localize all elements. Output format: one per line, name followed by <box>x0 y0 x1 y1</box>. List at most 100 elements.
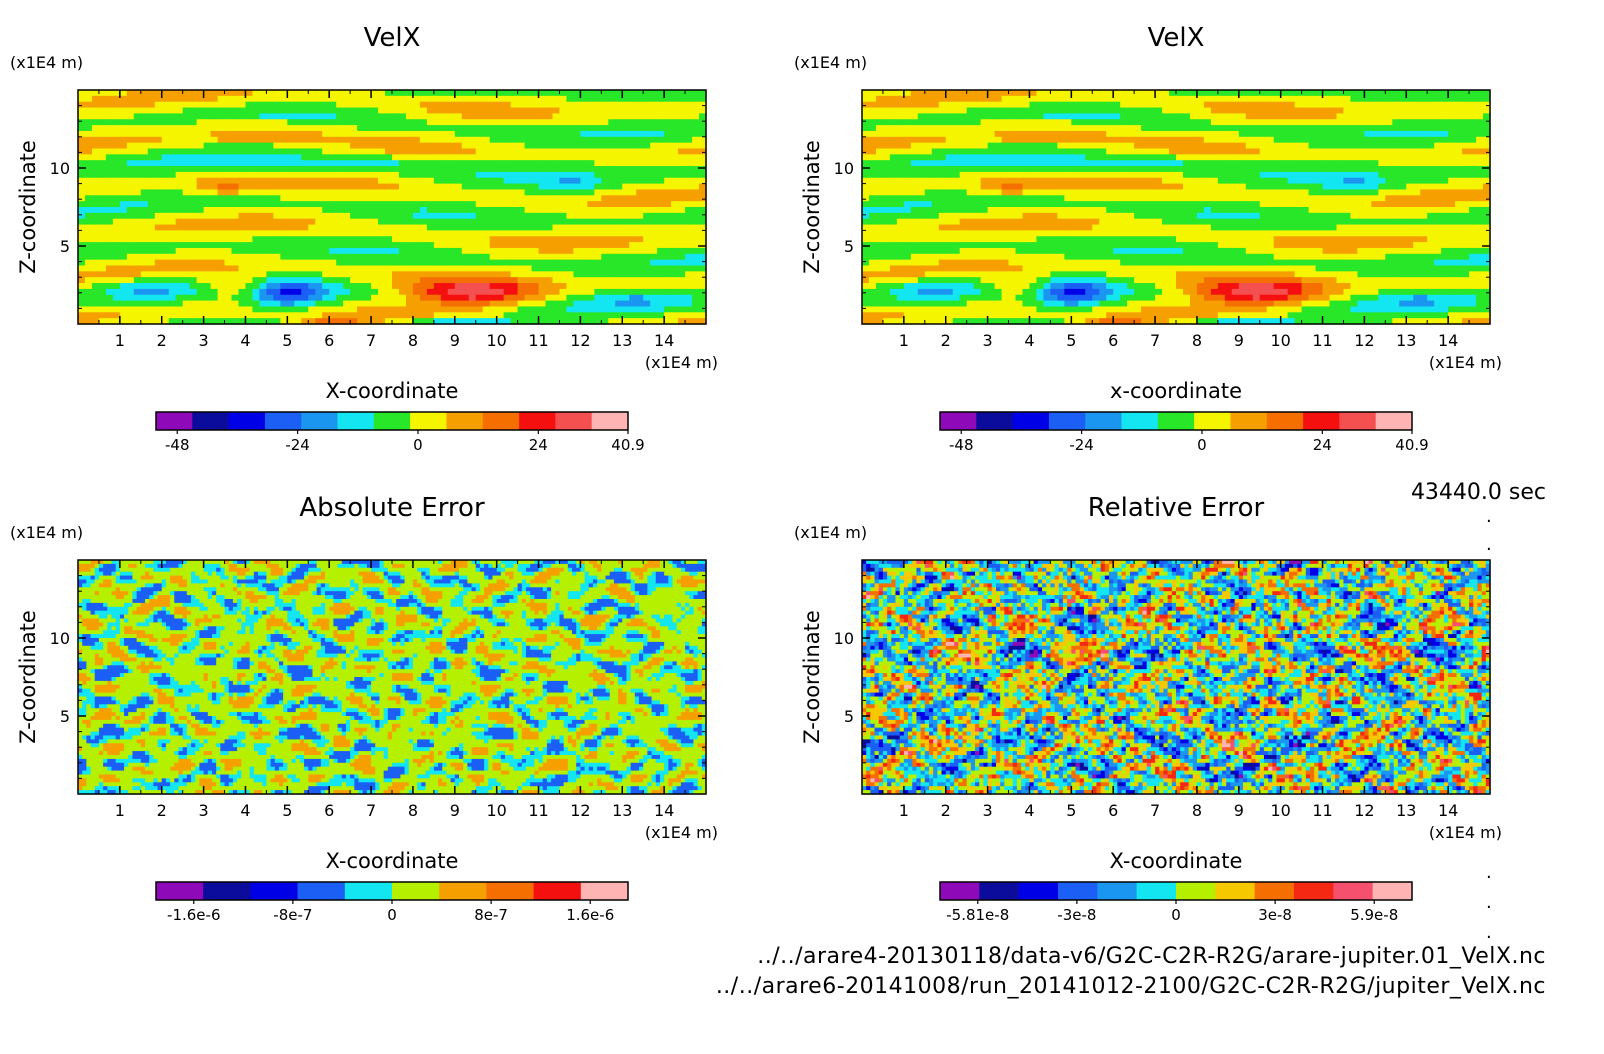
heatmap-cell <box>78 218 86 226</box>
heatmap-cell <box>175 119 184 126</box>
heatmap-cell <box>1315 113 1324 120</box>
heatmap-cell <box>357 212 365 220</box>
heatmap-cell <box>1196 90 1205 97</box>
heatmap-cell <box>189 119 198 126</box>
heatmap-cell <box>1210 125 1219 132</box>
heatmap-cell <box>517 195 526 202</box>
heatmap-cell <box>531 90 540 97</box>
heatmap-cell <box>622 95 630 103</box>
heatmap-cell <box>1392 107 1400 114</box>
heatmap-cell <box>468 148 477 155</box>
heatmap-cell <box>664 312 672 319</box>
heatmap-cell <box>1280 90 1289 97</box>
heatmap-cell <box>266 230 274 237</box>
heatmap-cell <box>1210 160 1219 167</box>
heatmap-cell <box>78 277 86 284</box>
heatmap-cell <box>364 253 372 261</box>
heatmap-cell <box>643 183 651 191</box>
heatmap-cell <box>273 230 281 237</box>
heatmap-cell <box>1155 107 1163 114</box>
heatmap-cell <box>392 101 400 109</box>
heatmap-cell <box>482 236 491 243</box>
heatmap-cell <box>1155 95 1163 103</box>
heatmap-cell <box>973 166 982 173</box>
heatmap-cell <box>112 318 121 325</box>
heatmap-cell <box>126 242 135 249</box>
heatmap-cell <box>105 107 114 114</box>
heatmap-cell <box>594 171 602 179</box>
heatmap-cell <box>1071 113 1079 120</box>
heatmap-cell <box>1176 125 1184 132</box>
heatmap-cell <box>622 259 630 267</box>
heatmap-cell <box>350 130 358 138</box>
heatmap-cell <box>699 253 707 261</box>
heatmap-cell <box>643 283 651 290</box>
heatmap-cell <box>378 166 386 173</box>
heatmap-cell <box>685 283 693 290</box>
heatmap-cell <box>147 253 156 261</box>
heatmap-cell <box>308 107 316 114</box>
heatmap-cell <box>266 90 274 97</box>
heatmap-cell <box>217 189 226 196</box>
heatmap-cell <box>301 177 309 185</box>
heatmap-cell <box>280 247 288 255</box>
heatmap-cell <box>385 242 393 249</box>
heatmap-cell <box>1134 95 1142 103</box>
heatmap-cell <box>482 300 491 308</box>
heatmap-cell <box>573 271 581 278</box>
heatmap-cell <box>496 183 505 191</box>
heatmap-cell <box>545 247 554 255</box>
heatmap-cell <box>1483 130 1491 138</box>
heatmap-cell <box>1476 160 1484 167</box>
heatmap-cell <box>329 318 337 325</box>
heatmap-cell <box>889 142 898 150</box>
x-tick-label: 4 <box>240 331 250 350</box>
heatmap-cell <box>1434 101 1442 109</box>
heatmap-cell <box>280 242 288 249</box>
heatmap-cell <box>1064 107 1072 114</box>
heatmap-cell <box>182 154 191 161</box>
heatmap-cell <box>917 136 926 144</box>
heatmap-cell <box>329 312 337 319</box>
heatmap-cell <box>308 259 316 267</box>
heatmap-cell <box>875 90 884 97</box>
heatmap-cell <box>489 306 498 313</box>
heatmap-cell <box>1371 148 1379 155</box>
heatmap-cell <box>454 212 463 220</box>
heatmap-cell <box>461 306 470 313</box>
heatmap-cell <box>622 242 630 249</box>
heatmap-cell <box>657 101 665 109</box>
heatmap-cell <box>1120 166 1128 173</box>
heatmap-cell <box>1189 125 1198 132</box>
heatmap-cell <box>350 218 358 226</box>
heatmap-cell <box>692 177 700 185</box>
heatmap-cell <box>1015 130 1024 138</box>
heatmap-cell <box>266 136 274 144</box>
heatmap-cell <box>1134 107 1142 114</box>
heatmap-cell <box>412 130 421 138</box>
heatmap-cell <box>545 230 554 237</box>
heatmap-cell <box>231 288 240 296</box>
heatmap-cell <box>559 130 568 138</box>
heatmap-cell <box>357 242 365 249</box>
heatmap-cell <box>112 277 121 284</box>
heatmap-cell <box>1371 130 1379 138</box>
heatmap-cell <box>364 300 372 308</box>
heatmap-cell <box>238 125 247 132</box>
heatmap-cell <box>154 318 163 325</box>
heatmap-cell <box>336 107 344 114</box>
heatmap-cell <box>862 148 870 155</box>
heatmap-cell <box>308 90 316 97</box>
heatmap-cell <box>966 107 975 114</box>
heatmap-cells <box>78 90 707 325</box>
heatmap-cell <box>1141 142 1149 150</box>
heatmap-cell <box>496 101 505 109</box>
heatmap-cell <box>587 259 595 267</box>
heatmap-cell <box>1371 119 1379 126</box>
heatmap-cell <box>573 283 581 290</box>
heatmap-cell <box>1162 107 1170 114</box>
heatmap-cell <box>510 259 519 267</box>
heatmap-cell <box>203 271 212 278</box>
heatmap-cell <box>685 154 693 161</box>
heatmap-cell <box>78 189 86 196</box>
